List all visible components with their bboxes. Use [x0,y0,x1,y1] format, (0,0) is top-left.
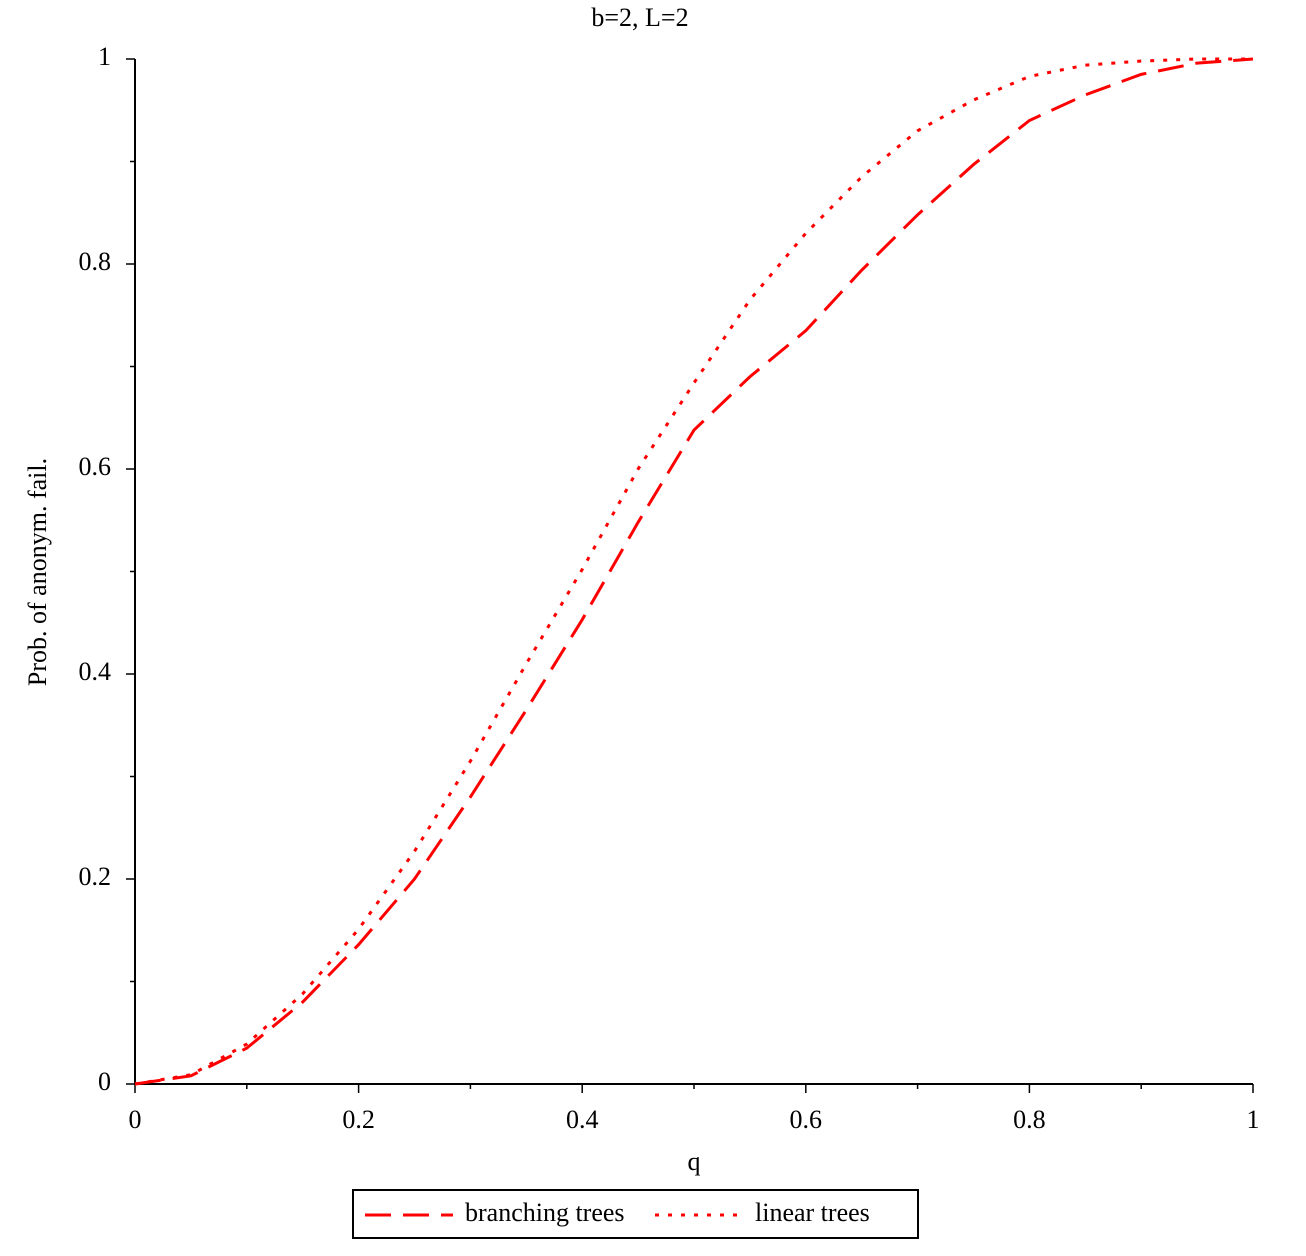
series-line [134,57,1254,1086]
y-tick-label: 0.4 [79,657,112,686]
y-tick-label: 1 [98,42,111,71]
x-tick-label: 0.6 [790,1105,823,1134]
x-tick-label: 0.8 [1013,1105,1046,1134]
y-tick-label: 0.8 [79,247,112,276]
x-tick-label: 0.2 [342,1105,375,1134]
legend-label: branching trees [465,1198,625,1227]
legend-box [352,1189,919,1239]
legend-label: linear trees [755,1198,870,1227]
x-axis-label: q [688,1147,701,1176]
y-tick-label: 0.6 [79,452,112,481]
x-tick-label: 0.4 [566,1105,599,1134]
chart-title: b=2, L=2 [591,3,688,32]
x-tick-label: 0 [129,1105,142,1134]
x-tick-label: 1 [1247,1105,1260,1134]
y-axis-label: Prob. of anonym. fail. [23,458,52,686]
y-tick-label: 0.2 [79,862,112,891]
y-tick-label: 0 [98,1067,111,1096]
series-line [134,57,1253,1086]
